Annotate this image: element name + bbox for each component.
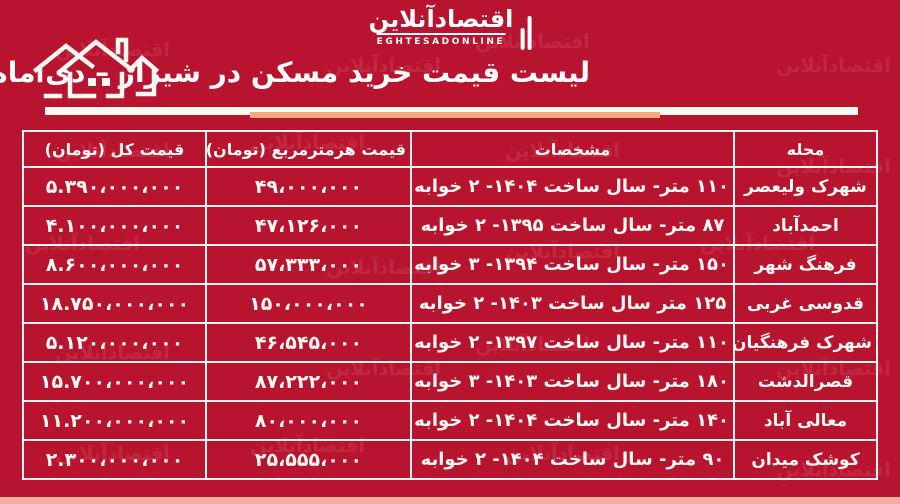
table-row: شهرک ولیعصر ۱۱۰ متر- سال ساخت ۱۴۰۴- ۲ خو… bbox=[22, 166, 878, 207]
col-header-total-price: قیمت کل (تومان) bbox=[22, 130, 207, 168]
cell-neighborhood: شهرک فرهنگیان bbox=[733, 322, 878, 363]
brand-logo-bars-icon bbox=[520, 16, 532, 50]
cell-neighborhood: کوشک میدان bbox=[733, 439, 878, 480]
table-header-row: محله مشخصات قیمت هرمترمربع (تومان) قیمت … bbox=[22, 130, 878, 168]
cell-specs: ۱۱۰ متر- سال ساخت ۱۴۰۴- ۲ خوابه bbox=[410, 166, 735, 207]
title-divider bbox=[45, 107, 858, 115]
logo-bar-icon bbox=[520, 28, 525, 50]
cell-total-price: ۸.۶۰۰،۰۰۰،۰۰۰ bbox=[22, 244, 207, 285]
cell-total-price: ۵.۳۹۰،۰۰۰،۰۰۰ bbox=[22, 166, 207, 207]
cell-specs: ۸۷ متر- سال ساخت ۱۳۹۵- ۲ خوابه bbox=[410, 205, 735, 246]
cell-neighborhood: شهرک ولیعصر bbox=[733, 166, 878, 207]
brand-name-fa: اقتصادآنلاین bbox=[368, 5, 514, 33]
cell-price-per-m2: ۵۷،۳۳۳،۰۰۰ bbox=[205, 244, 412, 285]
logo-bar-icon bbox=[527, 16, 532, 50]
house-icon bbox=[32, 37, 160, 99]
cell-specs: ۹۰ متر- سال ساخت ۱۴۰۴- ۲ خوابه bbox=[410, 439, 735, 480]
table-row: شهرک فرهنگیان ۱۱۰ متر- سال ساخت ۱۳۹۷- ۲ … bbox=[22, 322, 878, 363]
cell-total-price: ۱۸.۷۵۰،۰۰۰،۰۰۰ bbox=[22, 283, 207, 324]
cell-price-per-m2: ۴۹،۰۰۰،۰۰۰ bbox=[205, 166, 412, 207]
col-header-neighborhood: محله bbox=[733, 130, 878, 168]
cell-neighborhood: احمدآباد bbox=[733, 205, 878, 246]
cell-price-per-m2: ۱۵۰،۰۰۰،۰۰۰ bbox=[205, 283, 412, 324]
cell-price-per-m2: ۸۰،۰۰۰،۰۰۰ bbox=[205, 400, 412, 441]
cell-neighborhood: قصرالدشت bbox=[733, 361, 878, 402]
brand-name-en: EGHTESADONLINE bbox=[376, 33, 506, 47]
table-body: شهرک ولیعصر ۱۱۰ متر- سال ساخت ۱۴۰۴- ۲ خو… bbox=[22, 166, 878, 480]
bottom-edge-strip bbox=[0, 497, 900, 504]
cell-total-price: ۲.۳۰۰،۰۰۰،۰۰۰ bbox=[22, 439, 207, 480]
cell-total-price: ۱۵.۷۰۰،۰۰۰،۰۰۰ bbox=[22, 361, 207, 402]
col-header-price-per-m2: قیمت هرمترمربع (تومان) bbox=[205, 130, 412, 168]
cell-total-price: ۵.۱۲۰،۰۰۰،۰۰۰ bbox=[22, 322, 207, 363]
table-row: احمدآباد ۸۷ متر- سال ساخت ۱۳۹۵- ۲ خوابه … bbox=[22, 205, 878, 246]
table-row: فرهنگ شهر ۱۵۰ متر- سال ساخت ۱۳۹۴- ۳ خواب… bbox=[22, 244, 878, 285]
brand-logo-text: اقتصادآنلاین EGHTESADONLINE bbox=[369, 6, 514, 47]
table-header: محله مشخصات قیمت هرمترمربع (تومان) قیمت … bbox=[22, 130, 878, 168]
cell-price-per-m2: ۴۶،۵۴۵،۰۰۰ bbox=[205, 322, 412, 363]
page-title: لیست قیمت خرید مسکن در شیراز – دی ماه ۱۴… bbox=[0, 56, 591, 89]
table-row: قصرالدشت ۱۸۰ متر- سال ساخت ۱۴۰۳- ۳ خوابه… bbox=[22, 361, 878, 402]
cell-specs: ۱۱۰ متر- سال ساخت ۱۳۹۷- ۲ خوابه bbox=[410, 322, 735, 363]
cell-price-per-m2: ۸۷،۲۲۲،۰۰۰ bbox=[205, 361, 412, 402]
cell-specs: ۱۵۰ متر- سال ساخت ۱۳۹۴- ۳ خوابه bbox=[410, 244, 735, 285]
cell-neighborhood: معالی آباد bbox=[733, 400, 878, 441]
table-row: قدوسی غربی ۱۲۵ متر سال ساخت ۱۴۰۳- ۲ خواب… bbox=[22, 283, 878, 324]
table-row: کوشک میدان ۹۰ متر- سال ساخت ۱۴۰۴- ۲ خواب… bbox=[22, 439, 878, 480]
cell-price-per-m2: ۴۷،۱۲۶،۰۰۰ bbox=[205, 205, 412, 246]
cell-neighborhood: فرهنگ شهر bbox=[733, 244, 878, 285]
cell-neighborhood: قدوسی غربی bbox=[733, 283, 878, 324]
cell-specs: ۱۲۵ متر سال ساخت ۱۴۰۳- ۲ خوابه bbox=[410, 283, 735, 324]
price-table: محله مشخصات قیمت هرمترمربع (تومان) قیمت … bbox=[22, 130, 878, 480]
cell-price-per-m2: ۲۵،۵۵۵،۰۰۰ bbox=[205, 439, 412, 480]
col-header-specs: مشخصات bbox=[410, 130, 735, 168]
cell-total-price: ۴.۱۰۰،۰۰۰،۰۰۰ bbox=[22, 205, 207, 246]
watermark-text: اقتصادآنلاین bbox=[776, 55, 891, 78]
title-divider-accent bbox=[250, 112, 660, 118]
brand-logo: اقتصادآنلاین EGHTESADONLINE bbox=[369, 6, 532, 50]
cell-specs: ۱۴۰ متر- سال ساخت ۱۴۰۴- ۲ خوابه bbox=[410, 400, 735, 441]
cell-total-price: ۱۱.۲۰۰،۰۰۰،۰۰۰ bbox=[22, 400, 207, 441]
cell-specs: ۱۸۰ متر- سال ساخت ۱۴۰۳- ۳ خوابه bbox=[410, 361, 735, 402]
table-row: معالی آباد ۱۴۰ متر- سال ساخت ۱۴۰۴- ۲ خوا… bbox=[22, 400, 878, 441]
